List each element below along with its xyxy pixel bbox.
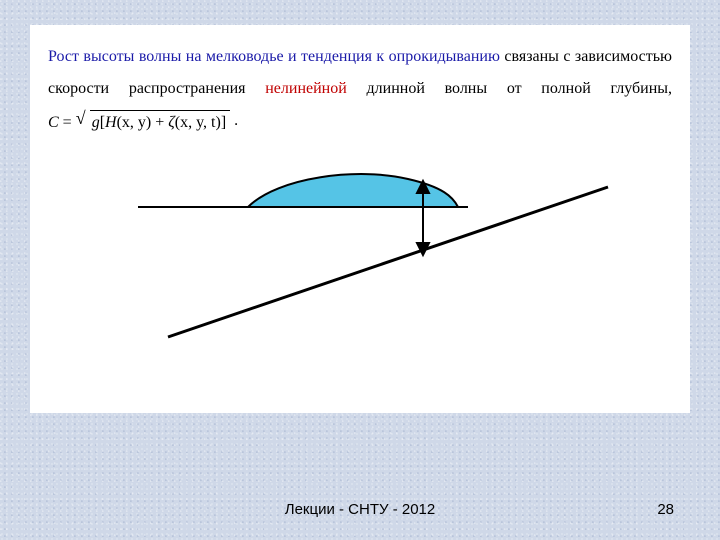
formula-H-args: (x, y) [117, 114, 152, 131]
page-number: 28 [657, 501, 674, 518]
title-blue-text: Рост высоты волны на мелководье и тенден… [48, 48, 500, 65]
nonlinear-red-text: нелинейной [265, 80, 347, 97]
formula-H: H [105, 114, 117, 131]
footer-text: Лекции - СНТУ - 2012 [0, 501, 720, 518]
diagram-svg [48, 147, 668, 347]
paragraph: Рост высоты волны на мелководье и тенден… [48, 41, 672, 137]
formula-plus: + [151, 114, 168, 131]
slide-page: Рост высоты волны на мелководье и тенден… [0, 0, 720, 540]
formula-rbrack: ] [221, 114, 226, 131]
period: . [230, 112, 238, 129]
wave-diagram [48, 147, 672, 347]
formula-g: g [92, 114, 100, 131]
formula-zeta-args: (x, y, t) [175, 114, 221, 131]
formula-radicand: g[H(x, y) + ζ(x, y, t)] [90, 110, 230, 132]
formula-lhs: C [48, 114, 59, 131]
content-panel: Рост высоты волны на мелководье и тенден… [30, 25, 690, 413]
seabed-line [168, 187, 608, 337]
formula-eq: = [63, 114, 72, 131]
formula: C= g[H(x, y) + ζ(x, y, t)] [48, 110, 230, 132]
depth-arrow [417, 181, 429, 255]
formula-sqrt: g[H(x, y) + ζ(x, y, t)] [76, 110, 230, 132]
connector-2: длинной волны от полной глубины, [347, 80, 672, 97]
